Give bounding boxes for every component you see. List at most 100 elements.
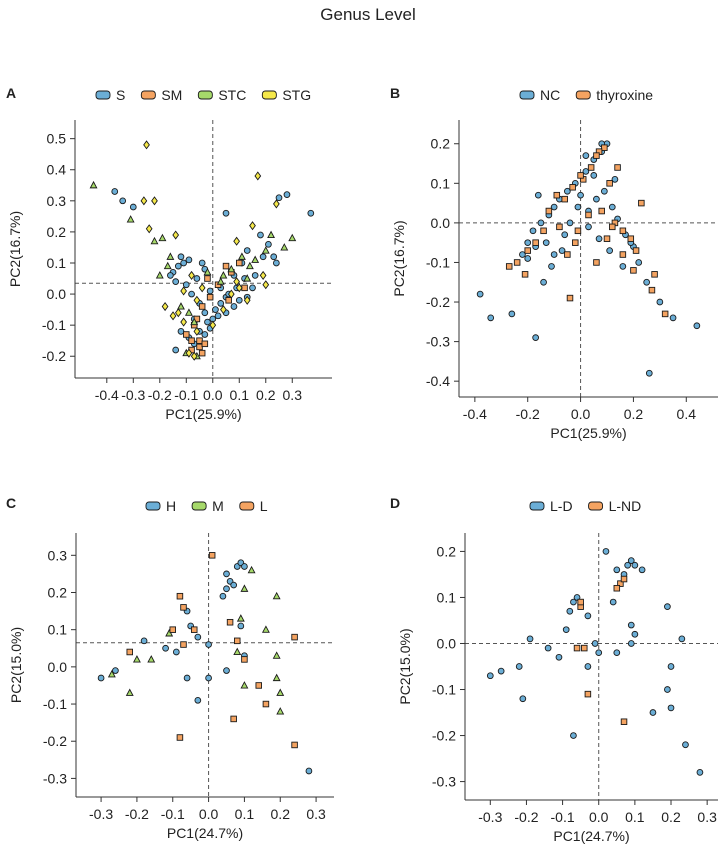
data-point [129,203,137,211]
data-point [172,230,180,240]
data-point [165,629,174,637]
data-point [656,298,664,306]
data-point [619,251,627,258]
plot-area-a [75,120,332,378]
x-tick-label: 0.3 [306,806,326,822]
data-point [595,649,603,657]
data-point [515,663,523,670]
data-point [283,191,291,198]
data-point [180,259,187,267]
data-point [227,264,236,273]
reference-lines-a [75,120,332,378]
legend-swatch [145,501,161,511]
data-point [204,275,211,282]
x-tick-label: -0.2 [516,406,540,422]
legend-item-S: S [95,87,125,103]
data-point [667,704,675,712]
x-tick-label: -0.3 [121,387,145,403]
data-point [240,681,249,689]
data-point [241,563,248,570]
data-point [198,303,206,310]
legend-item-M: M [191,498,224,514]
x-tick-label: -0.3 [89,806,113,822]
data-point [261,625,270,633]
data-point [542,239,550,247]
data-point [219,271,228,279]
y-tick-label: -0.2 [43,733,67,749]
x-tick-label: 0.1 [230,387,250,403]
y-tick-label: -0.4 [426,373,450,389]
data-point [206,293,214,301]
data-point [201,309,209,317]
data-point [214,312,222,320]
data-point [212,306,219,313]
data-point [169,626,176,633]
data-point [649,709,657,716]
data-point [614,164,621,171]
data-point [272,673,281,682]
data-point [176,592,184,600]
x-tick-label: -0.1 [174,387,198,403]
legend-item-L-D: L-D [529,498,573,514]
y-tick-label: 0.1 [431,175,451,191]
data-point [249,221,256,231]
data-point [505,263,513,270]
data-point [169,311,177,321]
data-point [570,598,577,606]
data-point [236,259,243,267]
legend-label: STG [282,87,311,103]
x-tick-label: 0.1 [235,806,255,822]
data-point [259,270,267,280]
reference-lines-d [465,533,718,800]
data-point [222,262,230,270]
data-point [111,188,119,195]
series-SM [183,259,248,357]
data-point [593,259,600,266]
y-tick-label: -0.3 [426,334,450,350]
data-point [548,263,555,270]
data-point [601,187,608,195]
data-point [182,281,190,289]
y-tick-label: -0.2 [432,728,456,744]
legend-label: S [116,87,125,103]
series-L-D [486,548,704,776]
data-point [545,207,553,215]
x-tick-label: -0.4 [463,406,487,422]
data-point [273,199,280,209]
data-point [262,280,270,290]
series-STC [89,180,297,360]
data-point [205,674,212,682]
data-point [648,286,656,294]
data-point [180,286,187,296]
series-thyroxine [505,144,669,318]
data-point [126,648,133,656]
legend-label: STC [218,87,246,103]
data-point [667,663,675,670]
data-point [585,211,592,219]
data-point [203,267,212,276]
y-tick-label: 0.0 [47,286,67,302]
axis-ticks-c: -0.3 -0.2 -0.1 0.0 0.1 0.2 0.3 -0.3 -0.2 -0.1 0.0 0… [43,533,334,822]
x-tick-label: 0.2 [661,809,681,825]
data-point [669,314,677,322]
legend-swatch [239,501,255,511]
data-point [611,176,619,183]
legend-item-NC: NC [519,87,560,103]
data-point [272,591,281,600]
data-point [632,247,640,254]
plot-area-b [459,120,718,397]
data-point [631,561,639,569]
data-point [150,236,159,245]
data-point [265,240,272,248]
x-tick-label: -0.4 [95,387,119,403]
data-point [627,235,635,242]
data-point [205,641,212,648]
x-tick-label: -0.3 [478,809,502,825]
data-point [627,640,635,647]
series-M [107,565,285,715]
x-tick-label: -0.2 [148,387,172,403]
legend-swatch [575,90,591,100]
data-point [251,272,259,279]
data-point [307,209,315,217]
y-axis-label-a: PC2(16.7%) [7,211,23,287]
